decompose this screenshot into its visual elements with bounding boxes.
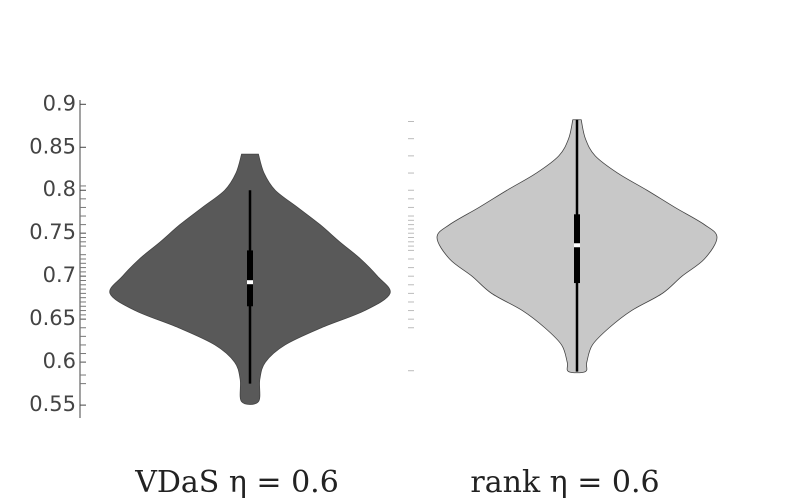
y-tick-label: 0.75 — [29, 220, 76, 244]
category-label: rank η = 0.6 — [470, 465, 659, 500]
y-tick-label: 0.6 — [43, 349, 76, 373]
y-tick-label: 0.7 — [43, 263, 76, 287]
median — [574, 243, 580, 248]
y-tick-label: 0.65 — [29, 306, 76, 330]
category-label: VDaS η = 0.6 — [134, 465, 339, 500]
y-tick-label: 0.55 — [29, 392, 76, 416]
y-tick-label: 0.9 — [43, 91, 76, 115]
median — [247, 280, 253, 285]
box — [574, 214, 580, 284]
y-tick-label: 0.85 — [29, 134, 76, 158]
box — [247, 250, 253, 307]
y-tick-label: 0.8 — [43, 177, 76, 201]
